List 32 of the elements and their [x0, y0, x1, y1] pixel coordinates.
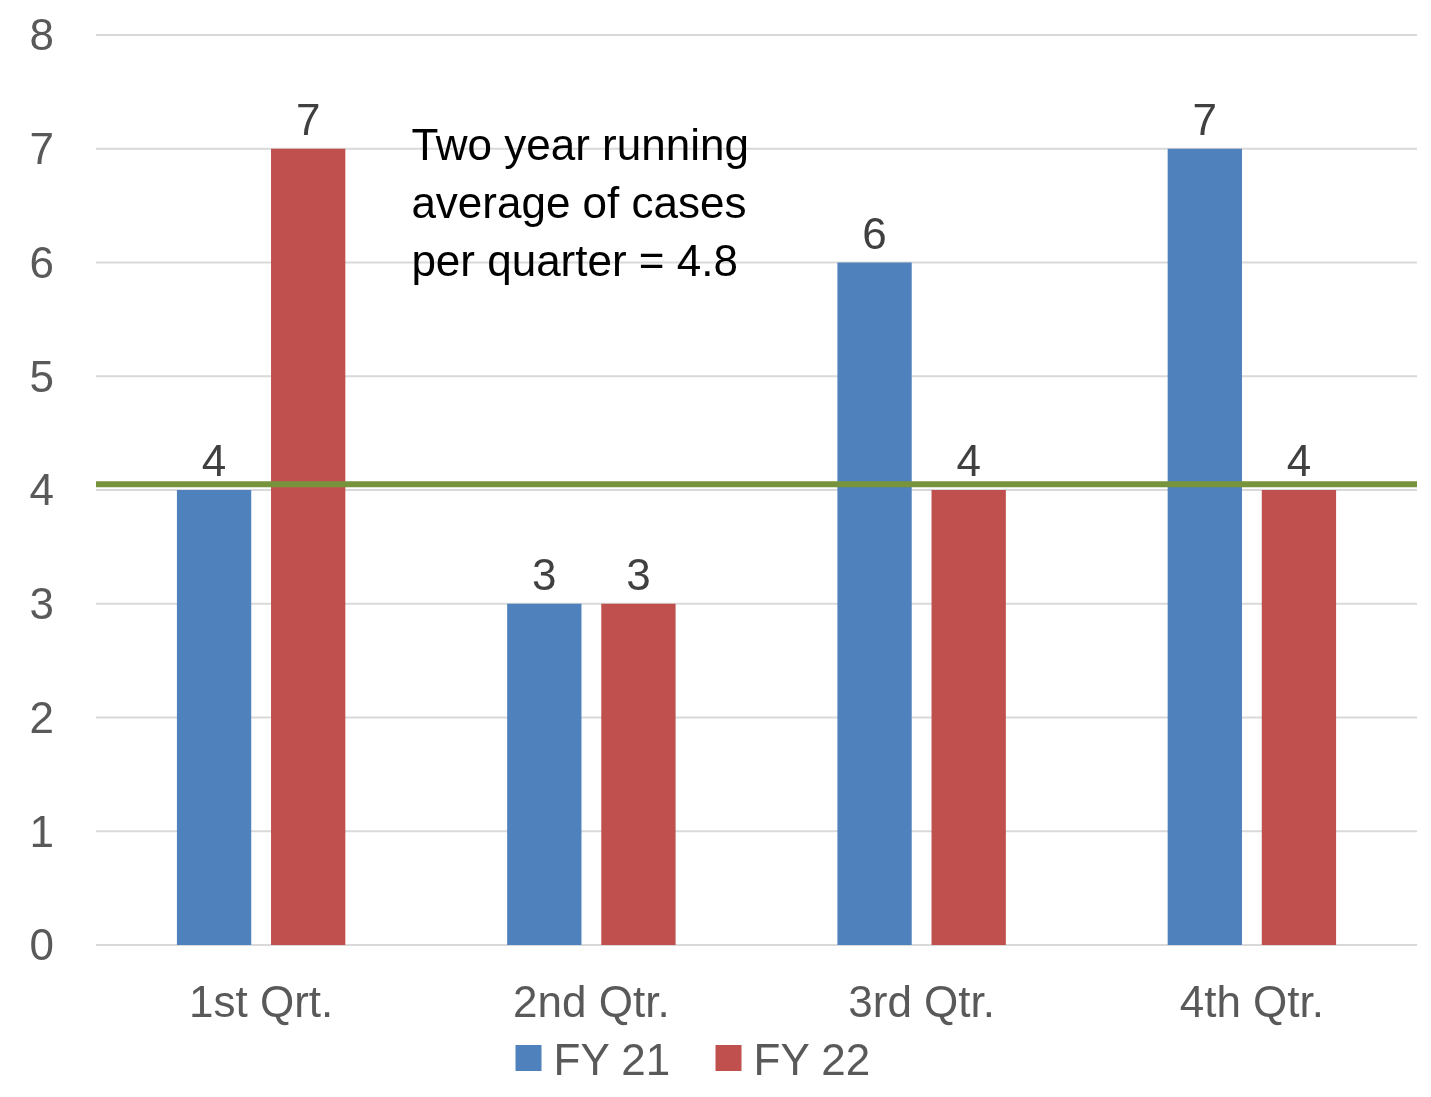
y-tick-label: 5: [29, 351, 54, 401]
annotation: Two year running average of cases per quarter = 4.8: [411, 120, 749, 286]
bar: [271, 148, 346, 945]
y-tick-label: 7: [29, 124, 54, 174]
x-tick-label: 4th Qtr.: [1179, 977, 1325, 1026]
data-label: 3: [532, 549, 557, 599]
y-tick-label: 8: [29, 10, 54, 60]
data-label: 7: [295, 94, 321, 144]
y-tick-label: 4: [29, 465, 54, 515]
bar: [601, 603, 676, 945]
x-tick-label: 2nd Qtr.: [513, 977, 670, 1026]
y-tick-label: 0: [29, 920, 54, 970]
bar: [507, 603, 582, 945]
data-label: 6: [862, 208, 887, 258]
legend-label: FY 22: [753, 1035, 871, 1084]
legend-label: FY 21: [553, 1035, 671, 1084]
bar: [176, 490, 252, 945]
data-label: 3: [626, 549, 651, 599]
data-label: 4: [1286, 436, 1312, 485]
y-tick-label: 6: [29, 237, 54, 287]
data-label: 4: [201, 436, 227, 485]
data-label: 7: [1192, 94, 1218, 144]
x-tick-label: 1st Qrt.: [189, 977, 334, 1026]
y-tick-label: 3: [29, 579, 54, 629]
x-tick-label: 3rd Qtr.: [848, 977, 995, 1026]
y-tick-label: 1: [29, 806, 54, 856]
bar: [1261, 490, 1337, 945]
bar: [931, 490, 1006, 945]
bar: [1167, 148, 1242, 945]
bar: [837, 262, 912, 945]
y-tick-label: 2: [29, 692, 54, 742]
data-label: 4: [956, 436, 981, 485]
